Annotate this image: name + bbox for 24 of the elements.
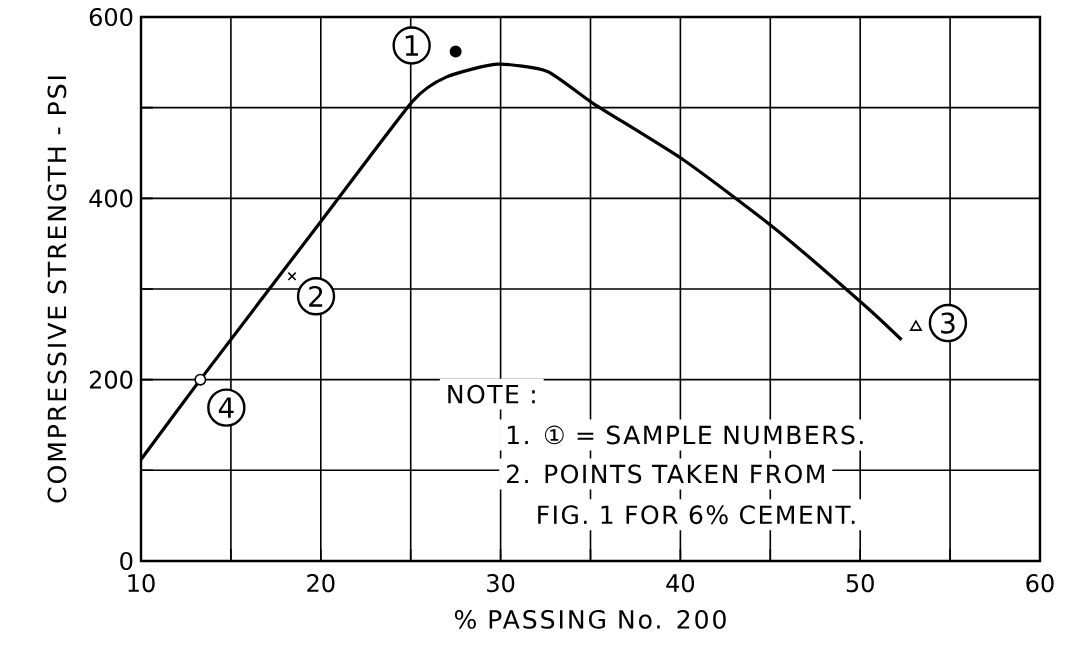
y-tick-label: 400 [89,189,133,208]
point [287,271,297,281]
x-tick-label: 40 [666,574,695,593]
annotation: 3 [941,312,955,334]
annotation: 2 [309,285,323,307]
point [909,320,922,331]
y-tick-label: 200 [89,370,133,389]
point [194,373,207,386]
annotation: 2. POINTS TAKEN FROM [507,464,824,484]
x-tick-label: 50 [846,574,874,593]
x-tick-label: 60 [1026,574,1054,593]
y-axis-title: COMPRESSIVE STRENGTH - PSI [47,76,67,503]
point [449,45,462,58]
annotation: FIG. 1 FOR 6% CEMENT. [538,505,855,525]
y-tick-label: 600 [89,7,133,27]
x-tick-label: 10 [128,574,155,593]
annotation: 1. ① = SAMPLE NUMBERS. [507,425,863,445]
annotation: 1 [405,35,418,56]
y-tick-label: 0 [120,551,133,571]
annotation: 4 [218,397,234,418]
annotation: NOTE : [448,384,535,404]
x-tick-label: 20 [307,574,335,593]
x-axis-title: % PASSING No. 200 [454,609,726,629]
x-tick-label: 30 [487,574,515,593]
